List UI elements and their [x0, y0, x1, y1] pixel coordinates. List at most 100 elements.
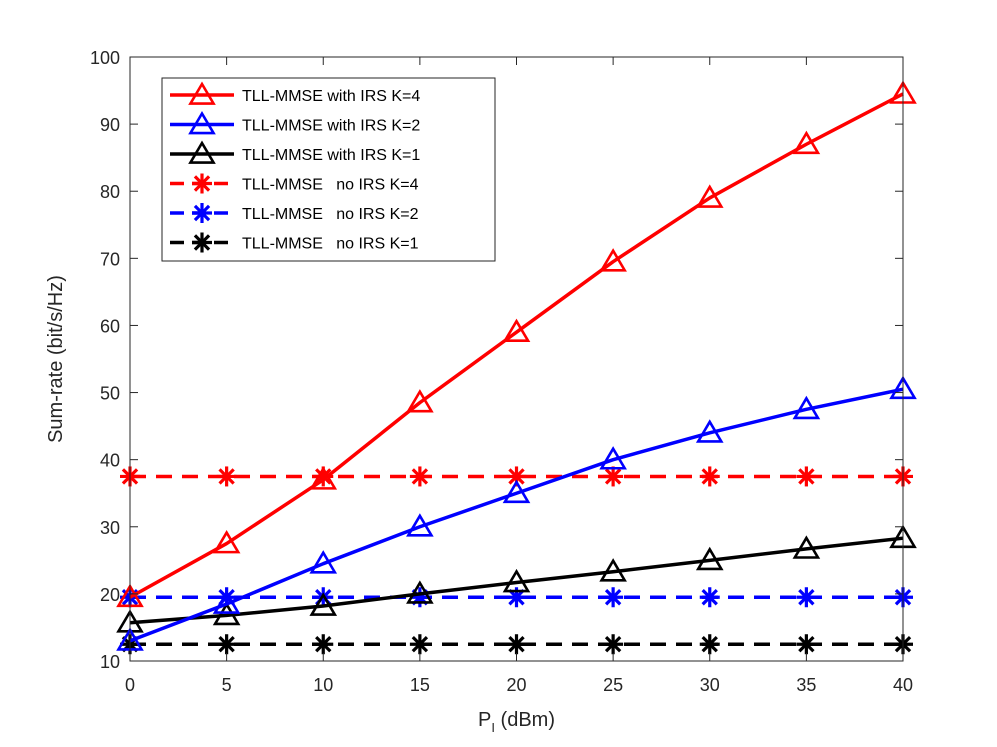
data-point-2-3 [406, 580, 434, 604]
legend-label-3: TLL-MMSE no IRS K=4 [242, 177, 419, 194]
data-point-5-4 [506, 634, 527, 655]
x-tick-label: 20 [506, 675, 526, 695]
data-point-3-1-stroke [218, 468, 235, 485]
legend-entry-3: TLL-MMSE no IRS K=4 [170, 173, 419, 194]
y-tick-label: 90 [100, 115, 120, 135]
y-tick-label: 10 [100, 652, 120, 672]
y-tick-label: 40 [100, 451, 120, 471]
data-point-4-6-stroke [701, 589, 718, 606]
data-point-4-7 [796, 587, 817, 608]
data-point-3-4-stroke [508, 468, 525, 485]
x-axis-label: PI (dBm) [478, 709, 555, 735]
data-point-3-5 [603, 466, 624, 487]
data-point-4-6 [699, 587, 720, 608]
legend-marker-3 [192, 173, 212, 194]
data-point-5-5 [603, 634, 624, 655]
y-tick-label: 50 [100, 384, 120, 404]
data-point-0-5 [599, 248, 627, 272]
legend-marker-5 [192, 232, 212, 253]
legend-label-5: TLL-MMSE no IRS K=1 [242, 236, 419, 253]
series-line-2 [129, 536, 904, 625]
legend-marker-2 [188, 140, 216, 164]
legend-marker-4 [192, 203, 212, 223]
data-point-1-7 [792, 395, 821, 420]
legend-box [161, 77, 496, 262]
data-point-0-6 [695, 184, 724, 208]
y-tick-label: 30 [100, 518, 120, 538]
data-point-2-5 [599, 558, 627, 582]
data-point-4-7-stroke [798, 589, 815, 606]
y-tick-label: 70 [100, 249, 120, 269]
data-point-5-1-stroke [218, 636, 235, 653]
legend-marker-3-stroke [193, 175, 211, 192]
axes-layer: 0 5 10 15 20 25 30 35 40 10 20 30 40 50 60 70 80 90 100 [90, 48, 913, 695]
legend-marker-5-stroke [193, 234, 211, 251]
data-point-0-2 [309, 466, 338, 490]
series-line-0 [129, 92, 904, 599]
y-tick-label: 80 [100, 182, 120, 202]
x-tick-label: 15 [410, 675, 430, 695]
legend-marker-0 [188, 81, 216, 105]
y-axis-label: Sum-rate (bit/s/Hz) [45, 275, 67, 443]
data-point-3-6-stroke [701, 468, 718, 485]
data-point-1-4 [502, 479, 531, 504]
data-point-5-6 [699, 634, 720, 655]
legend: TLL-MMSE with IRS K=4 TLL-MMSE with IRS K… [161, 77, 496, 262]
x-tick-label: 30 [700, 675, 720, 695]
data-point-0-3 [406, 389, 434, 413]
legend-label-0: TLL-MMSE with IRS K=4 [242, 88, 420, 105]
data-point-5-2 [313, 634, 334, 655]
data-point-2-7 [792, 535, 821, 559]
x-tick-label: 0 [125, 675, 135, 695]
data-point-3-3 [409, 466, 430, 487]
data-point-3-5-stroke [604, 468, 622, 485]
x-tick-label: 10 [313, 675, 333, 695]
data-point-2-4 [502, 568, 531, 593]
legend-marker-1 [188, 110, 216, 135]
data-point-5-4-stroke [508, 636, 525, 653]
data-point-0-1 [212, 529, 241, 554]
x-axis-label-subscript: I [491, 720, 495, 735]
data-point-4-5-stroke [604, 589, 622, 606]
data-point-1-2 [309, 550, 338, 574]
y-tick-label: 100 [90, 48, 120, 68]
x-tick-label: 40 [893, 675, 913, 695]
data-point-0-4 [502, 318, 531, 343]
x-tick-label: 25 [603, 675, 623, 695]
data-point-4-4-stroke [508, 589, 525, 606]
data-point-5-7 [796, 634, 817, 655]
legend-entry-5: TLL-MMSE no IRS K=1 [170, 232, 419, 253]
series-layer [116, 80, 917, 655]
legend-entry-0: TLL-MMSE with IRS K=4 [170, 81, 420, 105]
data-point-3-6 [699, 466, 720, 487]
legend-label-1: TLL-MMSE with IRS K=2 [242, 118, 420, 135]
legend-entry-4: TLL-MMSE no IRS K=2 [170, 203, 419, 223]
data-point-2-2 [309, 592, 338, 616]
legend-entry-2: TLL-MMSE with IRS K=1 [170, 140, 420, 164]
data-point-1-5 [599, 446, 627, 470]
x-tick-label: 5 [222, 675, 232, 695]
data-point-3-7-stroke [798, 468, 815, 485]
data-point-2-1 [212, 601, 241, 626]
data-point-3-1 [216, 466, 237, 487]
series-5 [120, 634, 913, 655]
data-point-3-3-stroke [411, 468, 429, 485]
series-1 [116, 375, 917, 651]
data-point-5-6-stroke [701, 636, 718, 653]
data-point-5-7-stroke [798, 636, 815, 653]
legend-marker-4-stroke [193, 204, 211, 222]
series-line-1 [129, 387, 904, 643]
y-tick-label: 60 [100, 316, 120, 336]
data-point-3-7 [796, 466, 817, 487]
series-3 [120, 466, 913, 487]
data-point-5-3-stroke [411, 636, 429, 653]
x-tick-label: 35 [796, 675, 816, 695]
legend-label-2: TLL-MMSE with IRS K=1 [242, 147, 420, 164]
data-point-0-7 [792, 130, 821, 155]
data-point-5-1 [216, 634, 237, 655]
legend-entry-1: TLL-MMSE with IRS K=2 [170, 110, 420, 135]
data-point-1-1 [212, 590, 241, 614]
data-point-1-6 [695, 419, 724, 443]
data-point-5-3 [409, 634, 430, 655]
